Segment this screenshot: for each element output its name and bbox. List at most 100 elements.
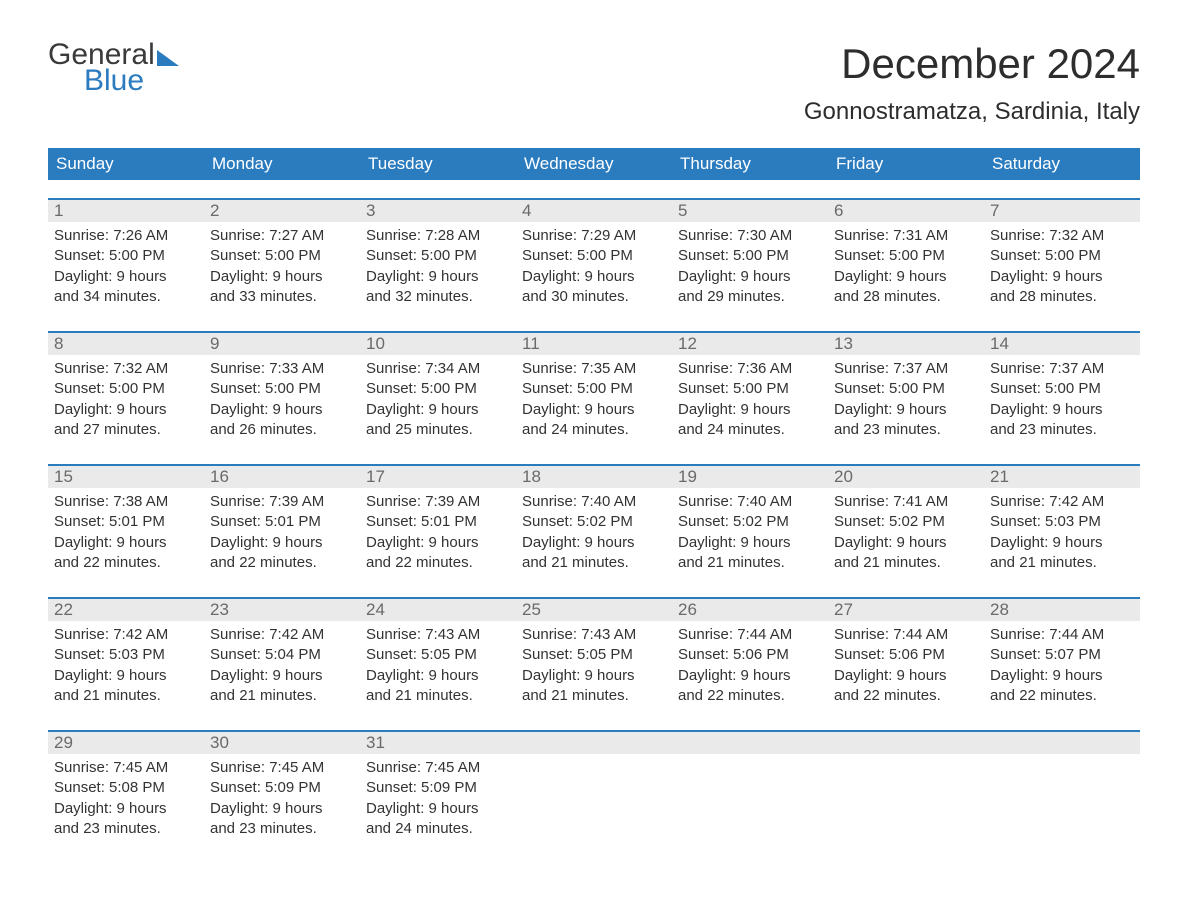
day-content: Sunrise: 7:42 AMSunset: 5:03 PMDaylight:… bbox=[48, 621, 204, 712]
daylight-text: Daylight: 9 hours bbox=[54, 799, 198, 819]
sunrise-text: Sunrise: 7:45 AM bbox=[54, 758, 198, 778]
sunset-text: Sunset: 5:07 PM bbox=[990, 645, 1134, 665]
sunrise-text: Sunrise: 7:27 AM bbox=[210, 226, 354, 246]
daylight-text: and 28 minutes. bbox=[990, 287, 1134, 307]
daylight-text: Daylight: 9 hours bbox=[210, 267, 354, 287]
day-cell: 14Sunrise: 7:37 AMSunset: 5:00 PMDayligh… bbox=[984, 333, 1140, 446]
day-number bbox=[516, 732, 672, 754]
day-number: 3 bbox=[360, 200, 516, 222]
day-content: Sunrise: 7:39 AMSunset: 5:01 PMDaylight:… bbox=[204, 488, 360, 579]
daylight-text: Daylight: 9 hours bbox=[366, 533, 510, 553]
daylight-text: Daylight: 9 hours bbox=[834, 400, 978, 420]
day-content: Sunrise: 7:29 AMSunset: 5:00 PMDaylight:… bbox=[516, 222, 672, 313]
day-content: Sunrise: 7:33 AMSunset: 5:00 PMDaylight:… bbox=[204, 355, 360, 446]
day-number: 8 bbox=[48, 333, 204, 355]
sunrise-text: Sunrise: 7:28 AM bbox=[366, 226, 510, 246]
daylight-text: Daylight: 9 hours bbox=[366, 799, 510, 819]
brand-logo: General Blue bbox=[48, 40, 179, 96]
daylight-text: Daylight: 9 hours bbox=[834, 267, 978, 287]
day-content: Sunrise: 7:45 AMSunset: 5:08 PMDaylight:… bbox=[48, 754, 204, 845]
sunset-text: Sunset: 5:05 PM bbox=[522, 645, 666, 665]
sunset-text: Sunset: 5:01 PM bbox=[210, 512, 354, 532]
day-number: 23 bbox=[204, 599, 360, 621]
sunset-text: Sunset: 5:06 PM bbox=[678, 645, 822, 665]
sunset-text: Sunset: 5:05 PM bbox=[366, 645, 510, 665]
daylight-text: Daylight: 9 hours bbox=[366, 267, 510, 287]
day-content: Sunrise: 7:38 AMSunset: 5:01 PMDaylight:… bbox=[48, 488, 204, 579]
day-cell: 26Sunrise: 7:44 AMSunset: 5:06 PMDayligh… bbox=[672, 599, 828, 712]
week-row: 22Sunrise: 7:42 AMSunset: 5:03 PMDayligh… bbox=[48, 597, 1140, 712]
daylight-text: Daylight: 9 hours bbox=[54, 533, 198, 553]
sunrise-text: Sunrise: 7:45 AM bbox=[366, 758, 510, 778]
daylight-text: Daylight: 9 hours bbox=[210, 533, 354, 553]
weekday-header: Sunday bbox=[48, 148, 204, 180]
day-content: Sunrise: 7:43 AMSunset: 5:05 PMDaylight:… bbox=[516, 621, 672, 712]
day-number: 25 bbox=[516, 599, 672, 621]
day-cell: 16Sunrise: 7:39 AMSunset: 5:01 PMDayligh… bbox=[204, 466, 360, 579]
sunset-text: Sunset: 5:09 PM bbox=[366, 778, 510, 798]
day-cell bbox=[984, 732, 1140, 845]
daylight-text: and 23 minutes. bbox=[54, 819, 198, 839]
day-number: 12 bbox=[672, 333, 828, 355]
day-content: Sunrise: 7:31 AMSunset: 5:00 PMDaylight:… bbox=[828, 222, 984, 313]
sunset-text: Sunset: 5:09 PM bbox=[210, 778, 354, 798]
daylight-text: Daylight: 9 hours bbox=[990, 267, 1134, 287]
title-block: December 2024 Gonnostramatza, Sardinia, … bbox=[804, 40, 1140, 140]
day-number: 13 bbox=[828, 333, 984, 355]
day-content: Sunrise: 7:44 AMSunset: 5:06 PMDaylight:… bbox=[672, 621, 828, 712]
sunset-text: Sunset: 5:08 PM bbox=[54, 778, 198, 798]
daylight-text: Daylight: 9 hours bbox=[522, 400, 666, 420]
sunrise-text: Sunrise: 7:33 AM bbox=[210, 359, 354, 379]
day-content: Sunrise: 7:44 AMSunset: 5:07 PMDaylight:… bbox=[984, 621, 1140, 712]
daylight-text: Daylight: 9 hours bbox=[990, 666, 1134, 686]
daylight-text: and 28 minutes. bbox=[834, 287, 978, 307]
sunrise-text: Sunrise: 7:43 AM bbox=[366, 625, 510, 645]
weekday-header: Friday bbox=[828, 148, 984, 180]
daylight-text: and 22 minutes. bbox=[834, 686, 978, 706]
sunset-text: Sunset: 5:00 PM bbox=[54, 379, 198, 399]
sunrise-text: Sunrise: 7:45 AM bbox=[210, 758, 354, 778]
daylight-text: and 26 minutes. bbox=[210, 420, 354, 440]
day-number: 21 bbox=[984, 466, 1140, 488]
day-number: 9 bbox=[204, 333, 360, 355]
weekday-header: Thursday bbox=[672, 148, 828, 180]
day-cell: 24Sunrise: 7:43 AMSunset: 5:05 PMDayligh… bbox=[360, 599, 516, 712]
daylight-text: and 30 minutes. bbox=[522, 287, 666, 307]
sunset-text: Sunset: 5:00 PM bbox=[210, 246, 354, 266]
sunset-text: Sunset: 5:03 PM bbox=[54, 645, 198, 665]
day-cell: 2Sunrise: 7:27 AMSunset: 5:00 PMDaylight… bbox=[204, 200, 360, 313]
sunrise-text: Sunrise: 7:32 AM bbox=[990, 226, 1134, 246]
day-content: Sunrise: 7:30 AMSunset: 5:00 PMDaylight:… bbox=[672, 222, 828, 313]
sunset-text: Sunset: 5:00 PM bbox=[834, 246, 978, 266]
day-cell: 4Sunrise: 7:29 AMSunset: 5:00 PMDaylight… bbox=[516, 200, 672, 313]
sunrise-text: Sunrise: 7:30 AM bbox=[678, 226, 822, 246]
daylight-text: Daylight: 9 hours bbox=[366, 666, 510, 686]
day-number: 22 bbox=[48, 599, 204, 621]
sunrise-text: Sunrise: 7:41 AM bbox=[834, 492, 978, 512]
day-content: Sunrise: 7:27 AMSunset: 5:00 PMDaylight:… bbox=[204, 222, 360, 313]
day-number: 1 bbox=[48, 200, 204, 222]
calendar-grid: SundayMondayTuesdayWednesdayThursdayFrid… bbox=[48, 148, 1140, 845]
daylight-text: Daylight: 9 hours bbox=[54, 400, 198, 420]
daylight-text: Daylight: 9 hours bbox=[54, 666, 198, 686]
day-number: 20 bbox=[828, 466, 984, 488]
day-cell: 17Sunrise: 7:39 AMSunset: 5:01 PMDayligh… bbox=[360, 466, 516, 579]
day-number: 28 bbox=[984, 599, 1140, 621]
day-content: Sunrise: 7:40 AMSunset: 5:02 PMDaylight:… bbox=[672, 488, 828, 579]
daylight-text: Daylight: 9 hours bbox=[522, 533, 666, 553]
daylight-text: and 32 minutes. bbox=[366, 287, 510, 307]
sunrise-text: Sunrise: 7:38 AM bbox=[54, 492, 198, 512]
day-content: Sunrise: 7:26 AMSunset: 5:00 PMDaylight:… bbox=[48, 222, 204, 313]
day-cell: 6Sunrise: 7:31 AMSunset: 5:00 PMDaylight… bbox=[828, 200, 984, 313]
daylight-text: Daylight: 9 hours bbox=[990, 533, 1134, 553]
day-cell: 25Sunrise: 7:43 AMSunset: 5:05 PMDayligh… bbox=[516, 599, 672, 712]
day-number: 26 bbox=[672, 599, 828, 621]
day-cell: 18Sunrise: 7:40 AMSunset: 5:02 PMDayligh… bbox=[516, 466, 672, 579]
daylight-text: and 21 minutes. bbox=[990, 553, 1134, 573]
day-content: Sunrise: 7:35 AMSunset: 5:00 PMDaylight:… bbox=[516, 355, 672, 446]
header: General Blue December 2024 Gonnostramatz… bbox=[48, 40, 1140, 140]
sunset-text: Sunset: 5:01 PM bbox=[54, 512, 198, 532]
sunset-text: Sunset: 5:00 PM bbox=[834, 379, 978, 399]
day-content: Sunrise: 7:32 AMSunset: 5:00 PMDaylight:… bbox=[984, 222, 1140, 313]
daylight-text: and 24 minutes. bbox=[678, 420, 822, 440]
